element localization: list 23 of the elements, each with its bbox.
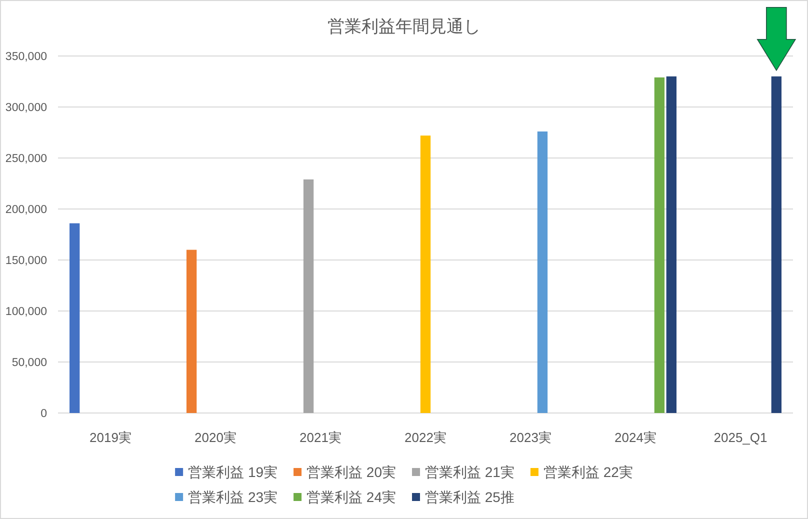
y-tick-label: 300,000 [5, 102, 47, 114]
legend-label: 営業利益 19実 [188, 464, 278, 480]
y-tick-label: 350,000 [5, 51, 47, 63]
y-tick-label: 200,000 [5, 204, 47, 216]
x-tick-label: 2024実 [614, 430, 656, 445]
y-tick-label: 150,000 [5, 255, 47, 267]
x-tick-label: 2019実 [90, 430, 132, 445]
legend-label: 営業利益 23実 [188, 489, 278, 505]
legend-label: 営業利益 25推 [425, 489, 514, 505]
x-tick-label: 2021実 [300, 430, 342, 445]
y-tick-label: 0 [40, 408, 47, 420]
x-tick-label: 2020実 [194, 430, 236, 445]
x-tick-label: 2022実 [404, 430, 446, 445]
y-tick-label: 250,000 [5, 153, 47, 165]
title: 営業利益年間見通し [328, 17, 480, 36]
y-tick-label: 50,000 [12, 357, 47, 369]
legend-label: 営業利益 24実 [306, 489, 396, 505]
y-tick-label: 100,000 [5, 306, 47, 318]
legend-label: 営業利益 20実 [306, 464, 396, 480]
x-tick-label: 2023実 [510, 430, 552, 445]
legend-label: 営業利益 22実 [543, 464, 633, 480]
x-tick-label: 2025_Q1 [714, 430, 768, 445]
legend-label: 営業利益 21実 [425, 464, 514, 480]
